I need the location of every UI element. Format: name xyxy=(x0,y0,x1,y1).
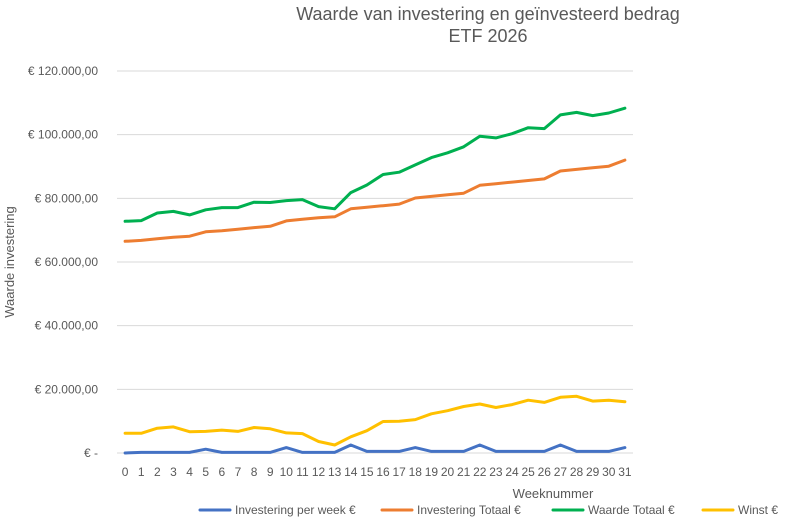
x-tick-label: 2 xyxy=(154,465,161,479)
x-tick-label: 12 xyxy=(312,465,326,479)
x-tick-label: 21 xyxy=(457,465,471,479)
x-tick-label: 17 xyxy=(393,465,407,479)
y-tick-label: € 120.000,00 xyxy=(28,64,98,78)
y-tick-label: € 20.000,00 xyxy=(35,382,99,396)
legend-label: Investering per week € xyxy=(235,503,356,517)
series-line-3 xyxy=(123,106,627,223)
chart-subtitle: ETF 2026 xyxy=(448,26,527,46)
x-tick-label: 27 xyxy=(554,465,568,479)
x-axis-ticks: 0 1 2 3 4 5 6 7 8 9 10 11 12 13 14 15 16 17 18 19 20 21 22 23 24… xyxy=(122,465,632,479)
series-line-2 xyxy=(123,158,627,243)
series-lines xyxy=(123,106,627,455)
gridlines xyxy=(117,70,633,454)
y-axis-title: Waarde investering xyxy=(2,206,17,318)
x-tick-label: 24 xyxy=(505,465,519,479)
x-tick-label: 3 xyxy=(170,465,177,479)
series-line-1 xyxy=(123,443,627,455)
x-tick-label: 22 xyxy=(473,465,487,479)
x-tick-label: 19 xyxy=(425,465,439,479)
x-tick-label: 14 xyxy=(344,465,358,479)
y-tick-label: € 40.000,00 xyxy=(35,319,99,333)
x-tick-label: 11 xyxy=(296,465,309,479)
legend-label: Winst € xyxy=(738,503,778,517)
x-tick-label: 4 xyxy=(186,465,193,479)
x-tick-label: 1 xyxy=(138,465,145,479)
series-line-4 xyxy=(123,394,627,447)
x-tick-label: 7 xyxy=(235,465,242,479)
x-tick-label: 15 xyxy=(360,465,374,479)
x-tick-label: 8 xyxy=(251,465,258,479)
x-tick-label: 30 xyxy=(602,465,616,479)
legend-label: Waarde Totaal € xyxy=(588,503,675,517)
x-tick-label: 25 xyxy=(522,465,536,479)
x-tick-label: 16 xyxy=(376,465,390,479)
x-tick-label: 20 xyxy=(441,465,455,479)
y-tick-label: € - xyxy=(84,446,98,460)
x-tick-label: 18 xyxy=(409,465,423,479)
x-tick-label: 0 xyxy=(122,465,129,479)
y-tick-label: € 60.000,00 xyxy=(35,255,99,269)
y-tick-label: € 80.000,00 xyxy=(35,191,99,205)
x-tick-label: 23 xyxy=(489,465,503,479)
y-tick-label: € 100.000,00 xyxy=(28,128,98,142)
x-tick-label: 13 xyxy=(328,465,342,479)
x-tick-label: 31 xyxy=(618,465,632,479)
x-tick-label: 6 xyxy=(218,465,225,479)
x-tick-label: 9 xyxy=(267,465,274,479)
x-axis-title: Weeknummer xyxy=(513,486,594,501)
chart-title: Waarde van investering en geïnvesteerd b… xyxy=(296,4,680,24)
x-tick-label: 29 xyxy=(586,465,600,479)
legend: Investering per week € Investering Totaal… xyxy=(198,503,778,517)
x-tick-label: 5 xyxy=(202,465,209,479)
y-axis-ticks: € - € 20.000,00 € 40.000,00 € 60.000,00 € 80… xyxy=(28,64,98,460)
legend-label: Investering Totaal € xyxy=(417,503,521,517)
x-tick-label: 10 xyxy=(280,465,294,479)
x-tick-label: 26 xyxy=(538,465,552,479)
x-tick-label: 28 xyxy=(570,465,584,479)
